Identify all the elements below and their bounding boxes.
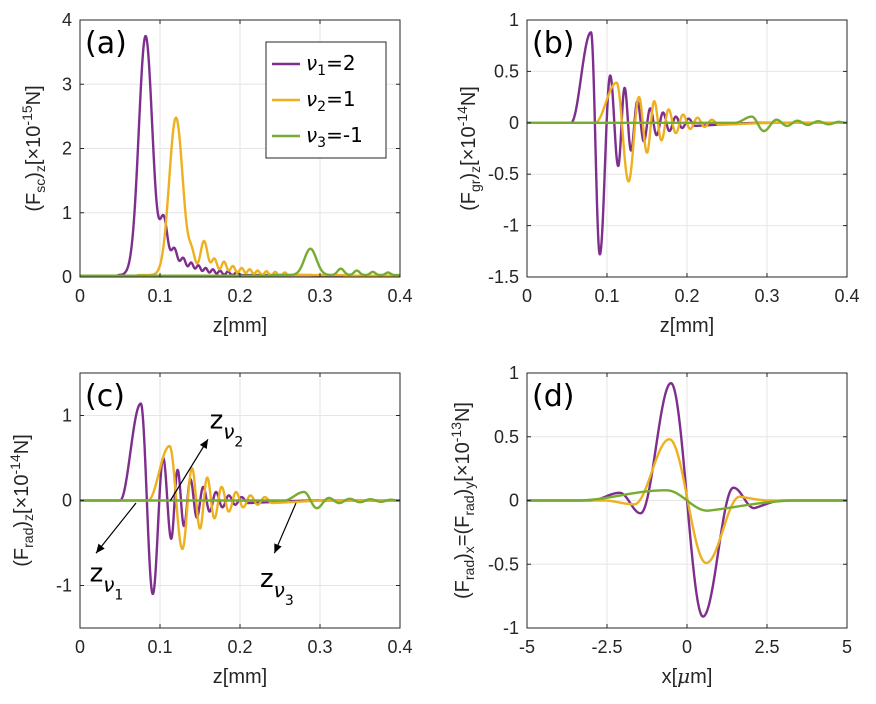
annotation-arrow-head bbox=[199, 439, 208, 450]
y-tick-label: -0.5 bbox=[488, 554, 519, 574]
y-tick-label: 0.5 bbox=[494, 61, 519, 81]
x-axis-label: z[mm] bbox=[660, 315, 714, 337]
annotation-arrow-line bbox=[95, 502, 137, 554]
x-tick-label: -2.5 bbox=[591, 637, 622, 657]
legend-entry-nu2: ν2=1 bbox=[272, 87, 356, 115]
x-tick-label: 0 bbox=[682, 637, 692, 657]
x-tick-label: 0.3 bbox=[307, 286, 332, 306]
panel-label: (b) bbox=[532, 26, 574, 61]
x-tick-label: 0.4 bbox=[387, 286, 412, 306]
annotation-label: zν1 bbox=[90, 558, 124, 603]
panel-a: 0 0.1 0.2 0.3 0.4 0 1 2 3 4 z[mm] (Fsc)z[×10-15N] (a… bbox=[19, 10, 413, 337]
annotation-arrow-head bbox=[274, 543, 282, 554]
y-tick-label: 0 bbox=[62, 267, 72, 287]
legend-entry-nu1: ν1=2 bbox=[272, 51, 356, 79]
y-axis-label: (Fgr)z[×10-14N] bbox=[454, 86, 483, 211]
x-axis-label: z[mm] bbox=[213, 666, 267, 688]
series-line-nu3 bbox=[79, 490, 401, 510]
y-tick-label: 4 bbox=[62, 10, 72, 30]
y-tick-label: 1 bbox=[509, 10, 519, 30]
z-nu3-annotation: zν3 bbox=[260, 502, 297, 609]
x-tick-label: 0.2 bbox=[227, 637, 252, 657]
y-tick-label: 0 bbox=[62, 491, 72, 511]
x-tick-label: 0.1 bbox=[147, 286, 172, 306]
legend-entry-nu3: ν3=-1 bbox=[272, 123, 363, 151]
y-axis-label: (Frad)x=(Frad)y[×10-13N] bbox=[448, 402, 477, 599]
x-tick-label: 0.2 bbox=[227, 286, 252, 306]
legend-label: ν2=1 bbox=[306, 87, 356, 115]
y-axis-label: (Fsc)z[×10-15N] bbox=[19, 85, 48, 211]
annotation-label: zν2 bbox=[210, 405, 244, 450]
x-axis-label: z[mm] bbox=[213, 315, 267, 337]
y-tick-label: 1 bbox=[62, 406, 72, 426]
y-tick-label: 0 bbox=[509, 113, 519, 133]
x-tick-label: 0.1 bbox=[594, 286, 619, 306]
x-tick-label: 0 bbox=[75, 286, 85, 306]
panel-label: (a) bbox=[85, 26, 127, 61]
y-tick-label: 0.5 bbox=[494, 427, 519, 447]
y-tick-label: -1 bbox=[503, 216, 519, 236]
y-tick-label: -0.5 bbox=[488, 164, 519, 184]
y-tick-label: 1 bbox=[62, 203, 72, 223]
panel-label: (d) bbox=[532, 379, 574, 414]
x-tick-label: 0.1 bbox=[147, 637, 172, 657]
panel-label: (c) bbox=[85, 379, 125, 414]
x-axis-label: x[μm] bbox=[662, 664, 713, 688]
x-tick-label: 0.4 bbox=[387, 637, 412, 657]
x-tick-label: -5 bbox=[519, 637, 535, 657]
y-tick-label: -1 bbox=[503, 618, 519, 638]
x-tick-label: 0.4 bbox=[834, 286, 859, 306]
y-tick-label: -1 bbox=[56, 576, 72, 596]
y-tick-label: 1 bbox=[509, 363, 519, 383]
panel-c: 0 0.1 0.2 0.3 0.4 -1 0 1 z[mm] (Frad)z[×10-14N] (c… bbox=[7, 372, 413, 688]
legend-label: ν3=-1 bbox=[306, 123, 363, 151]
x-tick-label: 0.3 bbox=[307, 637, 332, 657]
x-tick-label: 0 bbox=[75, 637, 85, 657]
annotation-label: zν3 bbox=[260, 564, 294, 609]
z-nu1-annotation: zν1 bbox=[90, 502, 137, 603]
y-axis-label: (Frad)z[×10-14N] bbox=[7, 434, 36, 567]
x-tick-label: 5 bbox=[842, 637, 852, 657]
x-tick-label: 2.5 bbox=[754, 637, 779, 657]
series-line-nu3 bbox=[526, 115, 848, 133]
z-nu2-annotation: zν2 bbox=[169, 405, 244, 501]
legend-label: ν1=2 bbox=[306, 51, 356, 79]
x-tick-label: 0 bbox=[522, 286, 532, 306]
y-tick-label: 3 bbox=[62, 74, 72, 94]
annotation-arrow-head bbox=[96, 543, 105, 554]
x-tick-label: 0.2 bbox=[674, 286, 699, 306]
annotation-arrow-line bbox=[273, 502, 297, 554]
y-tick-label: 2 bbox=[62, 139, 72, 159]
panel-d: -5 -2.5 0 2.5 5 -1 -0.5 0 0.5 1 x[μm] (Frad)x=(Frad… bbox=[448, 363, 852, 688]
y-tick-label: 0 bbox=[509, 491, 519, 511]
x-tick-label: 0.3 bbox=[754, 286, 779, 306]
legend: ν1=2 ν2=1 ν3=-1 bbox=[265, 41, 387, 159]
panel-b: 0 0.1 0.2 0.3 0.4 -1.5 -1 -0.5 0 0.5 1 z[mm] (Fgr)z[… bbox=[454, 10, 860, 337]
y-tick-label: -1.5 bbox=[488, 267, 519, 287]
series-line-nu3 bbox=[526, 489, 848, 512]
annotation-arrow-line bbox=[169, 438, 209, 501]
